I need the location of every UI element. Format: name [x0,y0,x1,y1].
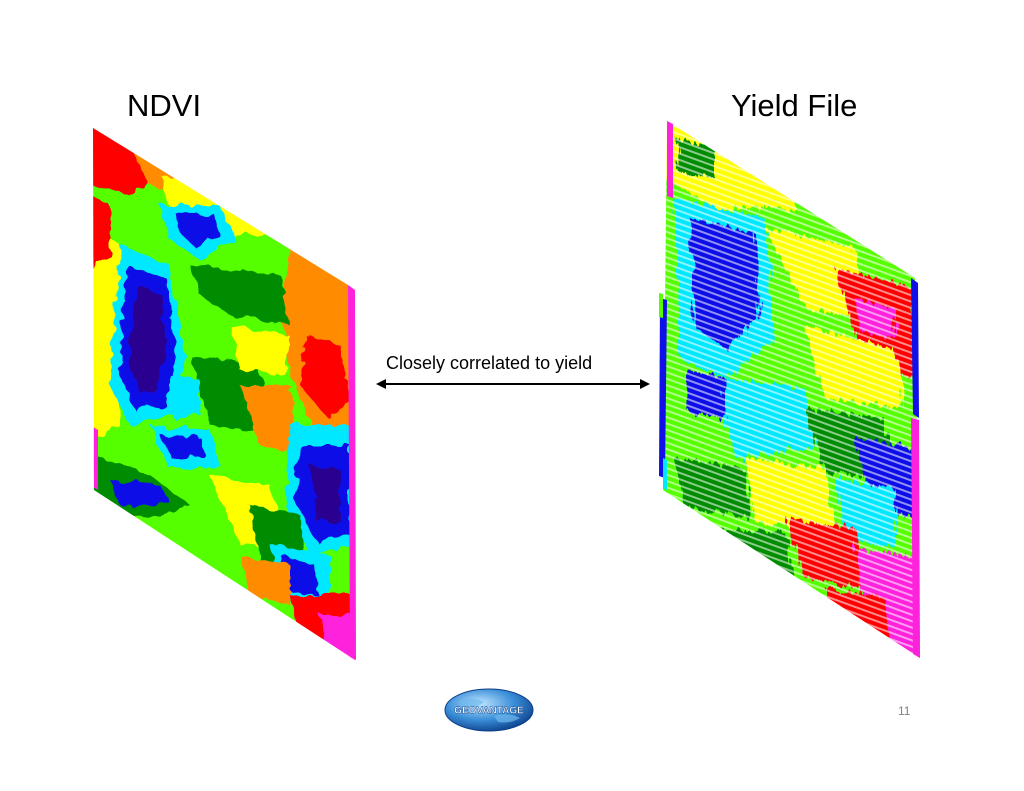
logo-text: GEOVANTAGE [454,706,524,717]
double-headed-arrow-icon [376,379,650,389]
yield-file-title: Yield File [731,88,858,123]
ndvi-title: NDVI [127,88,202,123]
ndvi-map-image [93,128,356,660]
globe-logo-icon: GEOVANTAGE [444,688,534,732]
correlation-label: Closely correlated to yield [386,353,593,373]
yield-file-map-image [659,121,920,658]
page-number: 11 [898,704,911,718]
